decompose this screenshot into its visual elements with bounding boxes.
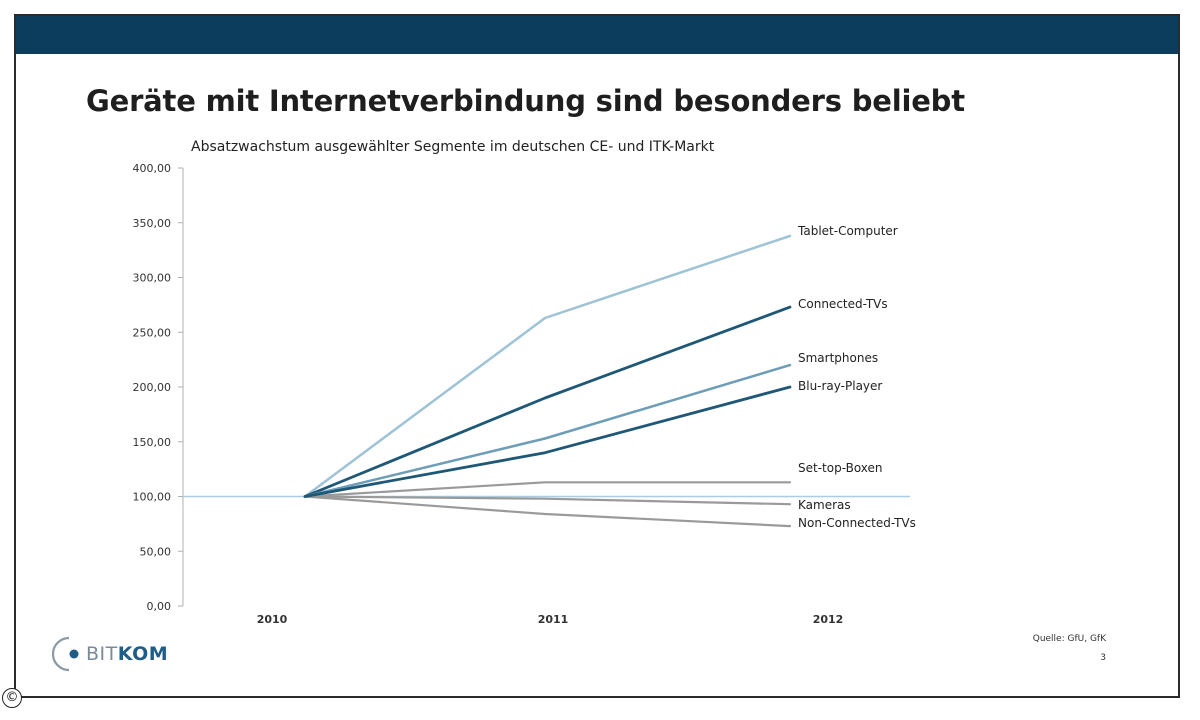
y-tick-label: 200,00 (133, 381, 172, 394)
series-line-set-top-boxen (303, 481, 792, 498)
bitkom-logo: BITKOM (52, 634, 168, 674)
series-label: Tablet-Computer (797, 224, 898, 238)
y-tick-label: 50,00 (140, 545, 172, 558)
y-tick-label: 300,00 (133, 272, 172, 285)
y-tick-label: 250,00 (133, 326, 172, 339)
series-line-kameras (303, 495, 792, 506)
chart-title: Absatzwachstum ausgewählter Segmente im … (191, 139, 715, 155)
logo-text: BITKOM (86, 643, 168, 665)
logo-swoosh-icon (52, 636, 79, 672)
header-bar (16, 16, 1178, 54)
series-label: Non-Connected-TVs (798, 516, 916, 530)
y-tick-label: 350,00 (133, 217, 172, 230)
logo-text-bold: KOM (117, 643, 169, 665)
series-line-smartphones (303, 363, 792, 498)
x-tick-label: 2011 (538, 613, 569, 626)
series-label: Connected-TVs (798, 297, 888, 311)
y-tick-label: 0,00 (147, 600, 172, 613)
series-line-blu-ray-player (303, 385, 792, 498)
source-note: Quelle: GfU, GfK (1032, 634, 1106, 644)
series-line-non-connected-tvs (303, 495, 792, 528)
slide (14, 14, 1180, 698)
series-label: Kameras (798, 498, 851, 512)
x-tick-label: 2012 (813, 613, 844, 626)
slide-title: Geräte mit Internetverbindung sind beson… (86, 84, 965, 118)
y-tick-label: 400,00 (133, 162, 172, 175)
series-label: Blu-ray-Player (798, 379, 882, 393)
series-line-connected-tvs (303, 305, 792, 498)
series-label: Set-top-Boxen (798, 461, 883, 475)
x-tick-label: 2010 (257, 613, 288, 626)
page-number: 3 (1100, 653, 1106, 663)
y-tick-label: 150,00 (133, 436, 172, 449)
series-label: Smartphones (798, 351, 878, 365)
y-tick-label: 100,00 (133, 491, 172, 504)
logo-text-light: BIT (86, 643, 118, 665)
series-line-tablet-computer (303, 234, 792, 498)
copyright-icon: © (2, 688, 22, 708)
